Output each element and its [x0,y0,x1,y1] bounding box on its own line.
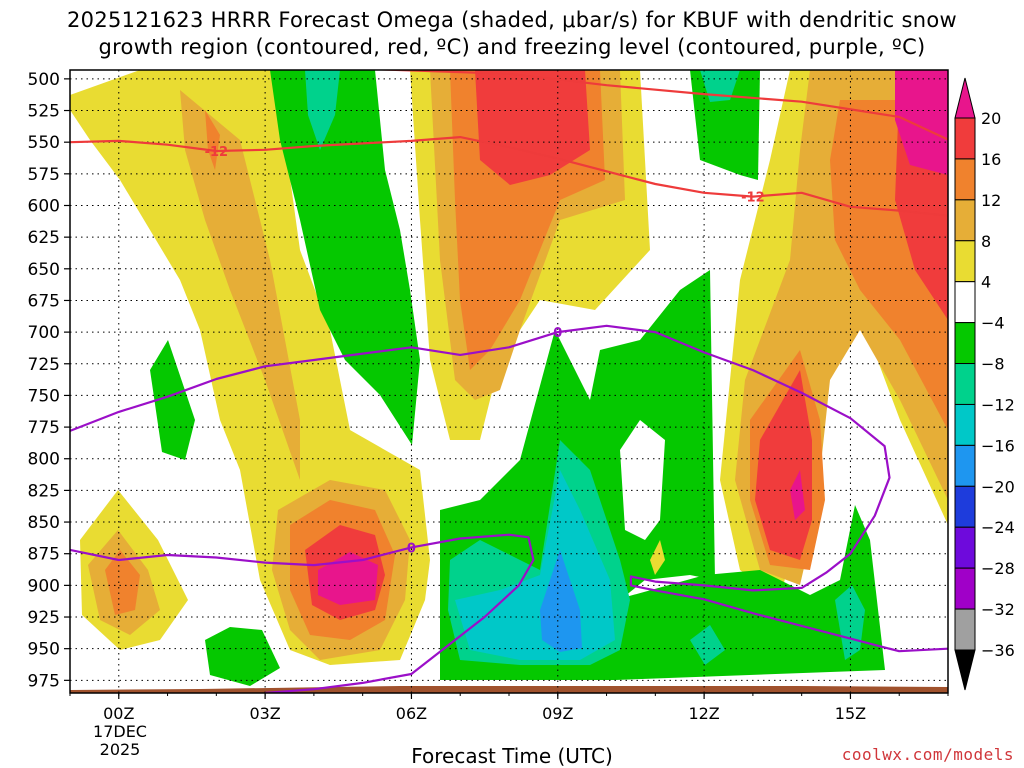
colorbar: 20 16 12 8 4 −4 −8 −12 −16 −20 −24 −28 −32 −36 [954,77,1015,691]
colorbar-swatch [954,567,976,610]
y-tick-label: 600 [28,196,60,216]
colorbar-swatch [954,608,976,651]
colorbar-swatch [954,199,976,242]
y-tick-label: 900 [28,576,60,596]
contour-lines [70,70,948,693]
omega-shaded-field [70,70,948,693]
colorbar-label: −36 [981,641,1015,660]
colorbar-label: −20 [981,477,1015,496]
omega-shade-band [205,110,220,170]
x-tick-label: 00Z [103,704,134,723]
colorbar-swatch [954,363,976,405]
y-tick-label: 750 [28,386,60,406]
chart-title-line1: 2025121623 HRRR Forecast Omega (shaded, … [67,8,957,32]
contour-label: -12 [741,191,765,206]
x-tick-label: 12Z [688,704,719,723]
x-tick-label: 03Z [249,704,280,723]
colorbar-label: 16 [981,150,1001,169]
credit-link[interactable]: coolwx.com/models [841,745,1014,764]
colorbar-label: 12 [981,191,1001,210]
x-tick-label: 09Z [542,704,573,723]
colorbar-swatch [954,485,976,528]
y-tick-label: 525 [28,102,60,122]
y-tick-label: 550 [28,133,60,153]
omega-shade-band [305,70,340,150]
omega-shade-band [650,540,665,575]
y-tick-label: 675 [28,291,60,311]
colorbar-swatch [954,281,976,324]
y-tick-label: 650 [28,260,60,280]
date-day-label: 17DEC [93,722,147,741]
contour-label: 0 [407,541,416,556]
y-tick-label: 725 [28,355,60,375]
contour-label: -12 [205,145,229,160]
omega-shade-band [318,552,378,605]
y-tick-label: 625 [28,228,60,248]
omega-shade-band [790,470,805,520]
y-tick-label: 775 [28,418,60,438]
colorbar-tip-top [954,77,976,119]
x-tick-label: 15Z [835,704,866,723]
omega-shade-band [105,550,140,615]
y-tick-label: 950 [28,640,60,660]
chart-title-line2: growth region (contoured, red, ºC) and f… [98,35,926,59]
colorbar-label: 8 [981,232,991,251]
omega-shade-band [205,627,280,686]
colorbar-swatch [954,444,976,487]
colorbar-label: −8 [981,355,1005,374]
colorbar-label: 20 [981,109,1001,128]
contour-line [368,70,948,141]
contour-line [70,324,948,653]
colorbar-label: 4 [981,273,991,292]
y-tick-label: 825 [28,481,60,501]
omega-shade-band [615,505,885,680]
colorbar-swatch [954,117,976,160]
colorbar-tip-bottom [954,649,976,691]
y-tick-label: 700 [28,323,60,343]
colorbar-swatch [954,322,976,365]
colorbar-label: −32 [981,600,1015,619]
gridlines [70,70,948,693]
contour-labels: -12 -12 0 0 [205,145,765,556]
y-axis: 500 525 550 575 600 625 650 675 700 725 750 775 800 8… [28,70,70,691]
omega-shade-band [180,90,300,480]
x-axis: 00Z 03Z 06Z 09Z 12Z 15Z [69,693,949,723]
y-tick-label: 500 [28,70,60,90]
colorbar-label: −12 [981,395,1015,414]
y-tick-label: 925 [28,608,60,628]
colorbar-label: −28 [981,559,1015,578]
contour-label: 0 [553,326,562,341]
omega-shade-band [620,420,665,540]
colorbar-swatch [954,240,976,283]
colorbar-swatch [954,403,976,446]
omega-shade-band [150,340,195,460]
y-tick-label: 875 [28,545,60,565]
colorbar-label: −24 [981,518,1015,537]
date-year-label: 2025 [99,740,141,759]
omega-shade-band [540,550,582,652]
omega-shade-band [475,70,590,185]
colorbar-swatch [954,158,976,201]
omega-shade-band [895,70,948,175]
x-tick-label: 06Z [396,704,427,723]
colorbar-label: −4 [981,314,1005,333]
y-tick-label: 850 [28,513,60,533]
colorbar-swatch [954,526,976,569]
y-tick-label: 975 [28,671,60,691]
contour-line [70,136,948,217]
y-tick-label: 800 [28,450,60,470]
omega-shade-band [690,625,725,665]
colorbar-label: −16 [981,436,1015,455]
contour-line [70,533,535,693]
x-axis-title: Forecast Time (UTC) [411,744,613,768]
y-tick-label: 575 [28,165,60,185]
